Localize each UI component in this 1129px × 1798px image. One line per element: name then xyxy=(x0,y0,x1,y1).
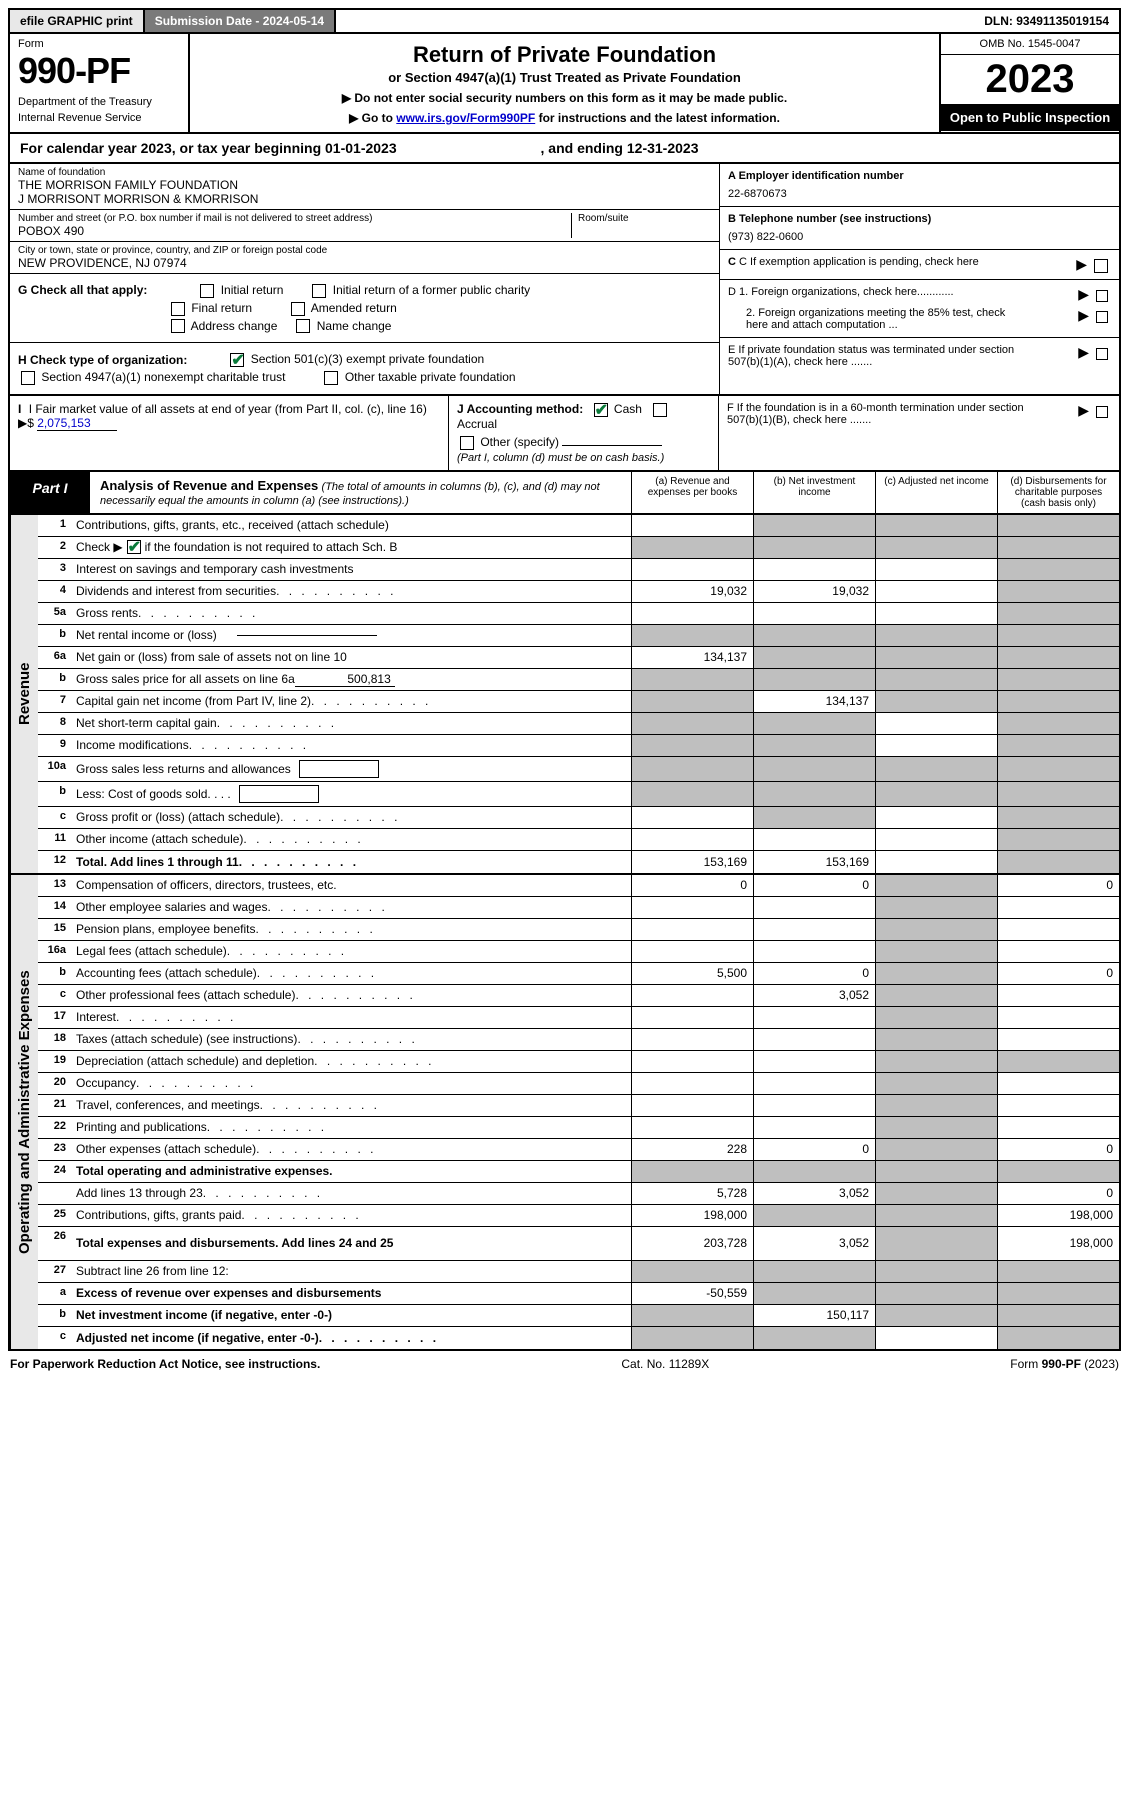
expenses-side-label: Operating and Administrative Expenses xyxy=(10,875,38,1349)
form-header: Form 990-PF Department of the Treasury I… xyxy=(8,34,1121,134)
phone-cell: B Telephone number (see instructions) (9… xyxy=(720,207,1119,250)
chk-address-change[interactable] xyxy=(171,319,185,333)
header-right: OMB No. 1545-0047 2023 Open to Public In… xyxy=(939,34,1119,132)
part1-label: Part I xyxy=(10,472,90,513)
chk-4947a1[interactable] xyxy=(21,371,35,385)
city-cell: City or town, state or province, country… xyxy=(10,242,719,274)
chk-cash[interactable] xyxy=(594,403,608,417)
footer-left: For Paperwork Reduction Act Notice, see … xyxy=(10,1357,320,1371)
revenue-side-label: Revenue xyxy=(10,515,38,873)
col-d-header: (d) Disbursements for charitable purpose… xyxy=(997,472,1119,513)
dept-irs: Internal Revenue Service xyxy=(18,112,180,124)
chk-final-return[interactable] xyxy=(171,302,185,316)
ein-cell: A Employer identification number 22-6870… xyxy=(720,164,1119,207)
form-subtitle: or Section 4947(a)(1) Trust Treated as P… xyxy=(200,70,929,85)
part1-header: Part I Analysis of Revenue and Expenses … xyxy=(8,472,1121,515)
chk-initial-return[interactable] xyxy=(200,284,214,298)
chk-initial-former[interactable] xyxy=(312,284,326,298)
chk-c[interactable] xyxy=(1094,259,1108,273)
submission-date: Submission Date - 2024-05-14 xyxy=(145,10,336,32)
section-g: G Check all that apply: Initial return I… xyxy=(10,274,719,343)
note-ssn: ▶ Do not enter social security numbers o… xyxy=(200,91,929,105)
tax-year: 2023 xyxy=(941,55,1119,104)
open-public-badge: Open to Public Inspection xyxy=(941,104,1119,131)
ijf-row: I I Fair market value of all assets at e… xyxy=(8,396,1121,472)
dept-treasury: Department of the Treasury xyxy=(18,96,180,108)
calendar-year-row: For calendar year 2023, or tax year begi… xyxy=(8,134,1121,164)
header-left: Form 990-PF Department of the Treasury I… xyxy=(10,34,190,132)
footer-catalog: Cat. No. 11289X xyxy=(621,1357,709,1371)
room-suite-label: Room/suite xyxy=(578,213,711,224)
note-link: ▶ Go to www.irs.gov/Form990PF for instru… xyxy=(200,111,929,125)
efile-print-button[interactable]: efile GRAPHIC print xyxy=(10,10,145,32)
chk-f[interactable] xyxy=(1096,406,1108,418)
chk-d1[interactable] xyxy=(1096,290,1108,302)
chk-d2[interactable] xyxy=(1096,311,1108,323)
part1-title: Analysis of Revenue and Expenses (The to… xyxy=(90,472,631,513)
chk-accrual[interactable] xyxy=(653,403,667,417)
col-c-header: (c) Adjusted net income xyxy=(875,472,997,513)
chk-name-change[interactable] xyxy=(296,319,310,333)
revenue-table: Revenue 1Contributions, gifts, grants, e… xyxy=(8,515,1121,875)
section-c: C C If exemption application is pending,… xyxy=(720,250,1119,280)
chk-501c3[interactable] xyxy=(230,353,244,367)
entity-info: Name of foundation THE MORRISON FAMILY F… xyxy=(8,164,1121,396)
section-e: E If private foundation status was termi… xyxy=(720,338,1119,374)
section-h: H Check type of organization: Section 50… xyxy=(10,343,719,394)
page-footer: For Paperwork Reduction Act Notice, see … xyxy=(8,1351,1121,1371)
chk-e[interactable] xyxy=(1096,348,1108,360)
top-bar: efile GRAPHIC print Submission Date - 20… xyxy=(8,8,1121,34)
section-d: D 1. Foreign organizations, check here..… xyxy=(720,280,1119,338)
foundation-name-cell: Name of foundation THE MORRISON FAMILY F… xyxy=(10,164,719,210)
col-b-header: (b) Net investment income xyxy=(753,472,875,513)
form-title: Return of Private Foundation xyxy=(200,42,929,68)
section-j: J Accounting method: Cash Accrual Other … xyxy=(449,396,719,470)
chk-other-taxable[interactable] xyxy=(324,371,338,385)
irs-link[interactable]: www.irs.gov/Form990PF xyxy=(396,111,535,125)
expenses-table: Operating and Administrative Expenses 13… xyxy=(8,875,1121,1351)
omb-number: OMB No. 1545-0047 xyxy=(941,34,1119,55)
col-a-header: (a) Revenue and expenses per books xyxy=(631,472,753,513)
chk-sch-b[interactable] xyxy=(127,540,141,554)
dln-number: DLN: 93491135019154 xyxy=(974,10,1119,32)
form-number: 990-PF xyxy=(18,50,180,92)
chk-amended-return[interactable] xyxy=(291,302,305,316)
form-label: Form xyxy=(18,38,180,50)
footer-form: Form 990-PF (2023) xyxy=(1010,1357,1119,1371)
section-i: I I Fair market value of all assets at e… xyxy=(10,396,449,470)
address-cell: Number and street (or P.O. box number if… xyxy=(10,210,719,242)
chk-other-method[interactable] xyxy=(460,436,474,450)
section-f: F If the foundation is in a 60-month ter… xyxy=(719,396,1119,470)
fmv-value: 2,075,153 xyxy=(37,416,117,431)
header-center: Return of Private Foundation or Section … xyxy=(190,34,939,132)
